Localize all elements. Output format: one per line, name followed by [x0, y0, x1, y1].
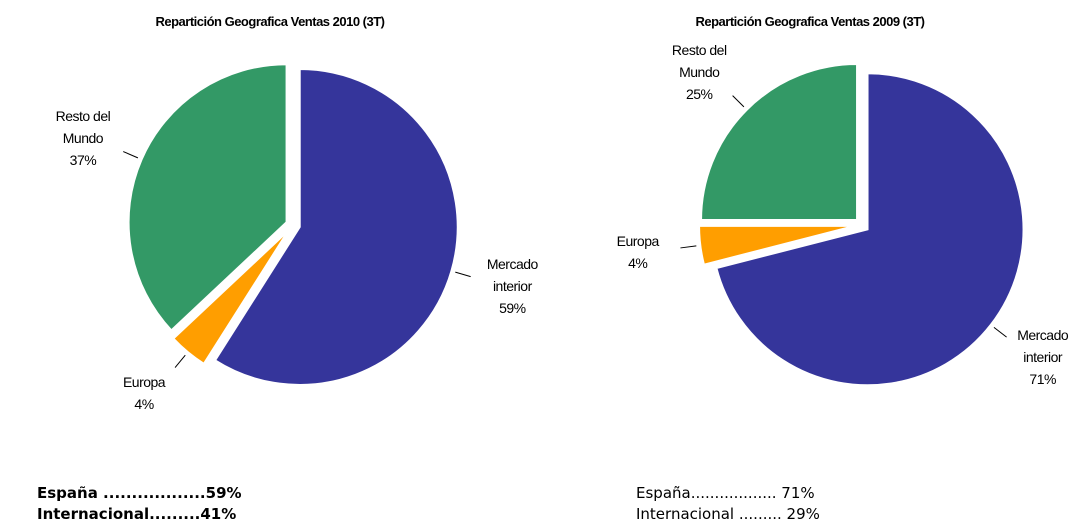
leader-line — [174, 354, 186, 368]
summary-line: España ..................59% — [37, 484, 242, 502]
slice-value: 59% — [499, 299, 526, 316]
pie-slice — [700, 63, 859, 222]
pie-slice — [213, 67, 459, 386]
slice-value: 71% — [1029, 371, 1056, 388]
slice-label: Europa — [122, 373, 166, 390]
slice-label: Resto del Mundo — [55, 108, 111, 147]
chart-title: Repartición Geografica Ventas 2009 (3T) — [695, 14, 925, 29]
summary-line: España.................. 71% — [636, 484, 815, 502]
leader-line — [732, 95, 745, 108]
leader-line — [455, 271, 471, 278]
summary-line: Internacional ......... 29% — [636, 505, 820, 523]
pie-slice — [171, 229, 290, 366]
pie-slice — [715, 72, 1025, 387]
leader-line — [993, 326, 1007, 338]
chart-title: Repartición Geografica Ventas 2010 (3T) — [155, 14, 385, 29]
slice-value: 4% — [134, 395, 154, 412]
slice-label: Resto del Mundo — [671, 42, 727, 81]
pie-slice — [127, 63, 288, 332]
slice-label: Mercado interior — [1017, 327, 1069, 366]
slice-value: 4% — [628, 255, 648, 272]
slice-label: Mercado interior — [486, 255, 538, 294]
slice-value: 25% — [685, 86, 713, 103]
leader-line — [680, 245, 697, 249]
slice-label: Europa — [616, 233, 660, 250]
leader-line — [123, 151, 139, 159]
pie-slice — [698, 224, 856, 266]
slice-value: 37% — [69, 152, 97, 169]
summary-line: Internacional.........41% — [37, 505, 237, 523]
